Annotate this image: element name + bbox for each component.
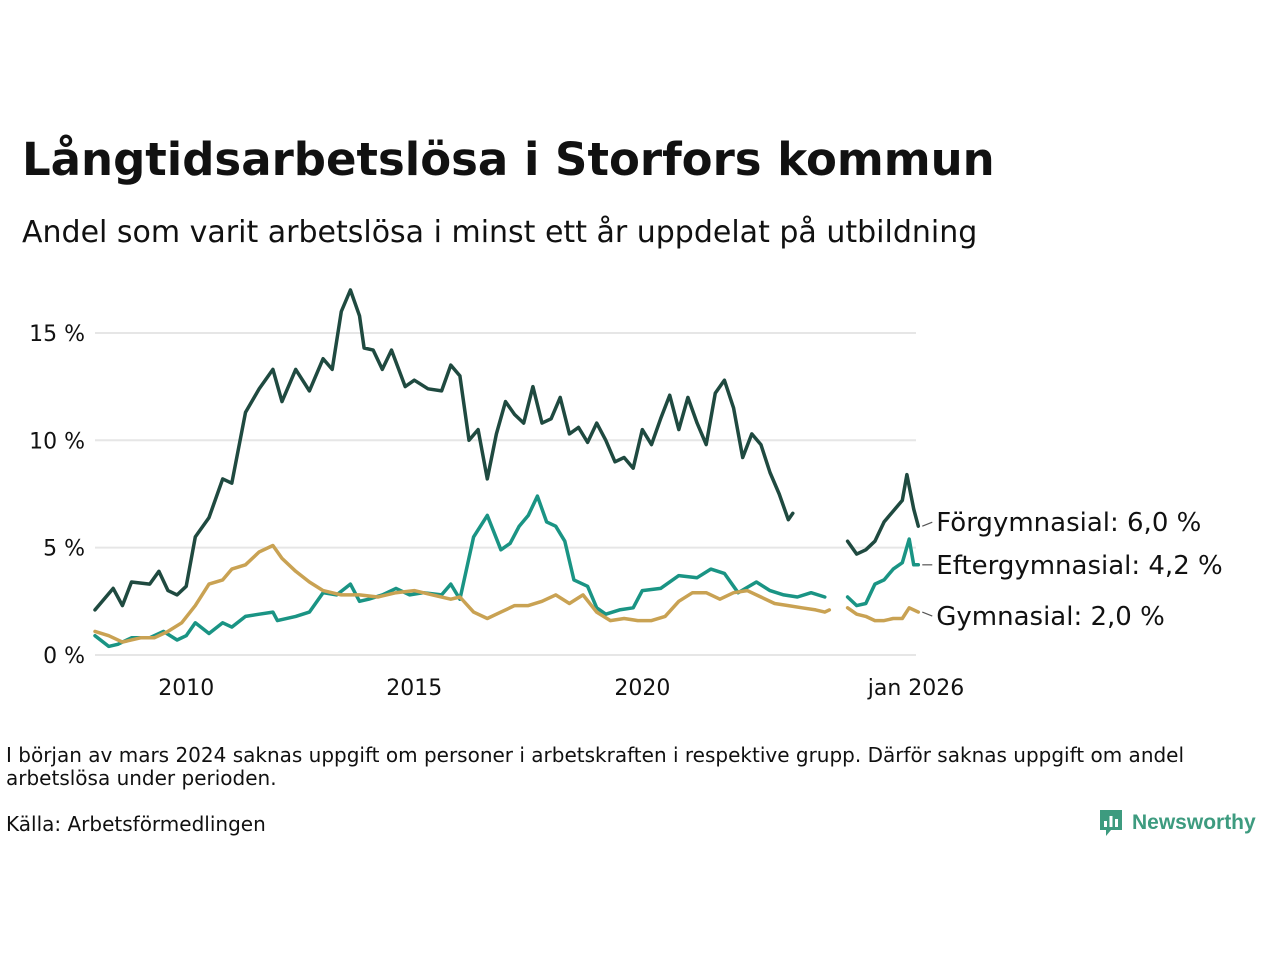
y-tick-label: 5 % bbox=[43, 537, 85, 562]
footnote: I början av mars 2024 saknas uppgift om … bbox=[6, 743, 1185, 790]
series-line-eftergymnasial bbox=[93, 494, 827, 649]
x-tick-label: 2010 bbox=[158, 676, 214, 701]
series-line-forgymnasial bbox=[93, 288, 795, 612]
series-line-gymnasial bbox=[93, 543, 832, 644]
x-tick-label: 2020 bbox=[614, 676, 670, 701]
newsworthy-logo: Newsworthy bbox=[1098, 808, 1256, 838]
series-lines bbox=[93, 288, 921, 649]
series-line-gymnasial bbox=[845, 606, 921, 623]
grid-lines bbox=[95, 331, 916, 656]
x-tick-label: jan 2026 bbox=[867, 676, 965, 701]
end-label-gymnasial: Gymnasial: 2,0 % bbox=[936, 602, 1165, 632]
y-axis-tick-labels: 0 % 5 % 10 % 15 % bbox=[29, 322, 85, 669]
line-chart: 0 % 5 % 10 % 15 % 2010 2015 2020 jan 2026 Förg… bbox=[29, 288, 1223, 701]
series-end-labels: Förgymnasial: 6,0 % Eftergymnasial: 4,2 %… bbox=[922, 508, 1223, 632]
y-tick-label: 0 % bbox=[43, 644, 85, 669]
y-tick-label: 10 % bbox=[29, 429, 85, 454]
y-tick-label: 15 % bbox=[29, 322, 85, 347]
series-line-forgymnasial bbox=[845, 472, 921, 556]
source-note: Källa: Arbetsförmedlingen bbox=[6, 812, 266, 836]
end-label-eftergymnasial: Eftergymnasial: 4,2 % bbox=[936, 551, 1222, 581]
x-tick-label: 2015 bbox=[386, 676, 442, 701]
series-line-eftergymnasial bbox=[845, 537, 921, 608]
brand-name: Newsworthy bbox=[1132, 811, 1256, 834]
end-label-connector bbox=[922, 611, 933, 617]
newsworthy-logo-icon bbox=[1100, 810, 1122, 836]
x-axis-tick-labels: 2010 2015 2020 jan 2026 bbox=[158, 676, 964, 701]
end-label-forgymnasial: Förgymnasial: 6,0 % bbox=[936, 508, 1201, 538]
chart-title: Långtidsarbetslösa i Storfors kommun bbox=[22, 133, 995, 186]
chart-subtitle: Andel som varit arbetslösa i minst ett å… bbox=[22, 215, 978, 250]
end-label-connector bbox=[922, 521, 933, 527]
